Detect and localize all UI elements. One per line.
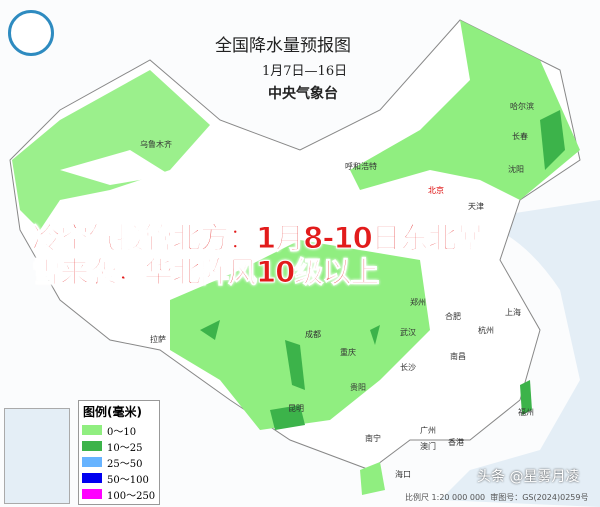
legend-swatch [82, 457, 102, 467]
legend-item: 0～10 [79, 422, 159, 438]
city-label: 长春 [512, 132, 528, 141]
city-label: 天津 [468, 202, 484, 211]
headline-line1: 冷空气接管北方：1月8-10日东北暴 [32, 221, 486, 255]
city-label: 沈阳 [508, 165, 524, 174]
issuer: 中央气象台 [268, 86, 338, 102]
city-label: 呼和浩特 [345, 162, 377, 171]
cma-logo [8, 10, 54, 56]
legend-swatch [82, 441, 102, 451]
city-label: 郑州 [410, 298, 426, 307]
city-label: 拉萨 [150, 335, 166, 344]
legend-label: 100～250 [107, 490, 156, 502]
city-label: 杭州 [478, 326, 494, 335]
legend-label: 0～10 [107, 426, 137, 438]
legend-item: 100～250 [79, 486, 159, 502]
city-label: 澳门 [420, 442, 436, 451]
city-label: 合肥 [445, 312, 461, 321]
city-label: 上海 [505, 308, 521, 317]
legend-item: 25～50 [79, 454, 159, 470]
city-label: 北京 [428, 186, 444, 195]
watermark: 头条 @星雾月凌 [477, 469, 580, 485]
city-label: 成都 [305, 330, 321, 339]
city-label: 哈尔滨 [510, 102, 534, 111]
legend: 图例(毫米) 0～10 10～25 25～50 50～100 100～250 [78, 400, 160, 505]
legend-item: 10～25 [79, 438, 159, 454]
city-label: 贵阳 [350, 383, 366, 392]
city-label: 南昌 [450, 352, 466, 361]
map-title: 全国降水量预报图 [215, 36, 351, 56]
approval-number: 审图号：GS(2024)0259号 [490, 493, 589, 502]
legend-title: 图例(毫米) [83, 405, 142, 419]
city-label: 重庆 [340, 348, 356, 357]
city-label: 昆明 [288, 404, 304, 413]
city-label: 广州 [420, 426, 436, 435]
date-range: 1月7日—16日 [262, 64, 348, 79]
legend-swatch [82, 473, 102, 483]
legend-item: 50～100 [79, 470, 159, 486]
legend-label: 10～25 [107, 442, 143, 454]
scale-label: 比例尺 1:20 000 000 [405, 493, 486, 502]
headline-line2: 雪来袭，华北阵风10级以上 [31, 255, 379, 289]
legend-swatch [82, 489, 102, 499]
scale-text: 比例尺 1:20 000 000 审图号：GS(2024)0259号 [405, 493, 588, 503]
city-label: 福州 [518, 408, 534, 417]
city-label: 香港 [448, 438, 464, 447]
city-label: 海口 [395, 470, 411, 479]
legend-swatch [82, 425, 102, 435]
city-label: 长沙 [400, 363, 416, 372]
legend-label: 50～100 [107, 474, 149, 486]
city-label: 南宁 [365, 434, 381, 443]
city-label: 武汉 [400, 328, 416, 337]
south-china-sea-inset [4, 408, 70, 504]
city-label: 乌鲁木齐 [140, 140, 172, 149]
legend-label: 25～50 [107, 458, 143, 470]
